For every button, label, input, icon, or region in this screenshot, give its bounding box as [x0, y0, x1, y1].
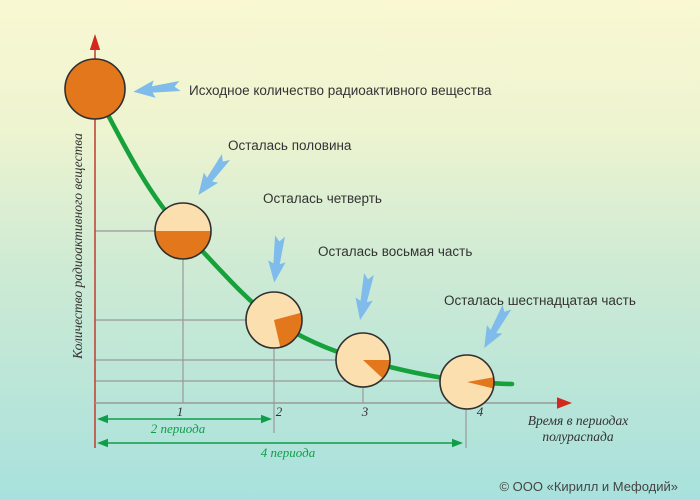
bracket-4-periods-label: 4 периода: [260, 445, 316, 460]
x-axis-title: Время в периодах полураспада: [492, 413, 664, 445]
pointer-arrow-half-icon: [198, 154, 231, 196]
x-axis-title-line1: Время в периодах: [527, 413, 629, 428]
pie-marker-half: [154, 202, 212, 260]
pie-eighth-wedge: [363, 360, 390, 379]
x-tick-2: 2: [275, 404, 283, 419]
pie-full-ring: [64, 58, 126, 120]
pointer-arrows: [133, 80, 512, 349]
pie-quarter-wedge: [274, 312, 303, 348]
annotation-initial: Исходное количество радиоактивного вещес…: [189, 83, 492, 98]
annotation-eighth: Осталась восьмая часть: [318, 244, 473, 259]
pie-eighth-ring: [335, 332, 391, 388]
pie-marker-eighth: [335, 332, 391, 388]
annotation-half: Осталась половина: [228, 138, 352, 153]
pie-sixteenth-ring: [439, 354, 495, 410]
period-brackets: [97, 414, 463, 448]
bracket-4-right-arrowhead-icon: [452, 438, 463, 448]
x-tick-4: 4: [476, 404, 484, 419]
y-axis-arrowhead-icon: [89, 34, 101, 50]
pointer-arrow-quarter-icon: [268, 235, 286, 283]
pie-quarter-ring: [245, 291, 303, 349]
bracket-4-left-arrowhead-icon: [97, 438, 108, 448]
pie-marker-quarter: [245, 291, 303, 349]
pie-half-ring: [154, 202, 212, 260]
x-tick-3: 3: [361, 404, 369, 419]
x-axis-arrowhead-icon: [557, 397, 572, 409]
pie-half-wedge: [155, 231, 211, 259]
copyright-text: © ООО «Кирилл и Мефодий»: [499, 479, 678, 494]
pie-marker-sixteenth: [439, 354, 495, 410]
pointer-arrow-sixteenth-icon: [484, 304, 512, 349]
annotation-sixteenth: Осталась шестнадцатая часть: [444, 293, 636, 308]
pointer-arrow-initial-icon: [133, 80, 181, 98]
x-axis-title-line2: полураспада: [542, 429, 614, 444]
x-tick-1: 1: [176, 404, 184, 419]
pointer-arrow-eighth-icon: [355, 273, 374, 321]
pie-sixteenth-wedge: [467, 377, 495, 389]
bracket-2-left-arrowhead-icon: [97, 414, 108, 424]
pie-full-fill: [65, 59, 125, 119]
annotation-quarter: Осталась четверть: [263, 191, 382, 206]
bracket-2-right-arrowhead-icon: [261, 414, 272, 424]
bracket-2-periods-label: 2 периода: [150, 421, 206, 436]
pie-marker-full: [64, 58, 126, 120]
y-axis-title: Количество радиоактивного вещества: [70, 133, 85, 359]
